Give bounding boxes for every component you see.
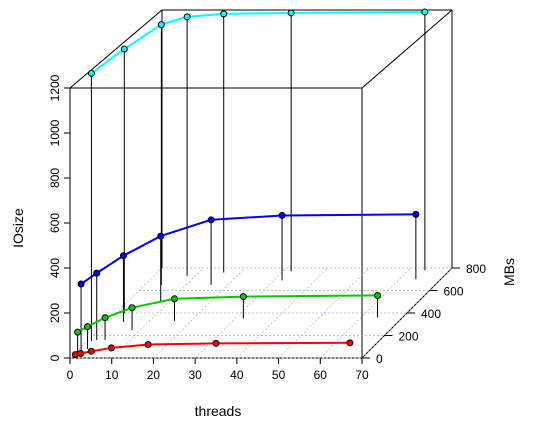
z-tick-label: 1000: [48, 119, 62, 146]
x-tick-label: 20: [147, 368, 161, 382]
y-tick-label: 600: [444, 285, 464, 299]
data-point: [171, 295, 179, 303]
data-point: [374, 291, 382, 299]
y-tick-label: 800: [466, 262, 486, 276]
data-point: [84, 323, 92, 331]
plot-box: [69, 9, 453, 359]
x-tick-label: 40: [230, 368, 244, 382]
data-point: [128, 304, 136, 312]
z-tick-label: 200: [48, 303, 62, 323]
data-point: [77, 350, 85, 358]
data-point: [144, 341, 152, 349]
y-tick-label: 400: [421, 307, 441, 321]
data-point: [157, 232, 165, 240]
data-point: [87, 347, 95, 355]
data-point: [278, 211, 286, 219]
x-tick-label: 70: [355, 368, 369, 382]
data-point: [421, 8, 429, 16]
data-point: [212, 339, 220, 347]
series-line: [75, 341, 350, 356]
x-tick-label: 50: [272, 368, 286, 382]
x-axis-title: threads: [195, 403, 242, 419]
z-tick-label: 800: [48, 168, 62, 188]
series-line: [80, 213, 416, 285]
series-line: [90, 10, 425, 75]
data-point: [239, 293, 247, 301]
data-point: [183, 13, 191, 21]
grid-line-x: [236, 267, 328, 359]
data-point: [119, 252, 127, 260]
z-axis-title: IOsize: [10, 208, 26, 248]
z-tick-label: 600: [48, 213, 62, 233]
x-tick-label: 0: [67, 368, 74, 382]
x-tick-label: 60: [314, 368, 328, 382]
z-tick-label: 1200: [48, 74, 62, 101]
floor-grid: [69, 267, 453, 359]
data-point: [120, 45, 128, 53]
y-axis-title: MBs: [501, 258, 517, 286]
drop-lines: [74, 11, 426, 357]
series-lines: [75, 10, 425, 356]
y-tick-label: 0: [376, 352, 383, 366]
x-tick-label: 30: [188, 368, 202, 382]
grid-line-x: [153, 267, 246, 359]
x-tick-label: 10: [105, 368, 119, 382]
data-point: [107, 344, 115, 352]
data-point: [157, 21, 165, 29]
y-tick-label: 200: [399, 330, 419, 344]
series-line: [77, 294, 378, 334]
data-point: [346, 339, 354, 347]
data-point: [287, 9, 295, 17]
data-point: [101, 314, 109, 322]
box-edge: [69, 9, 163, 89]
data-point: [207, 216, 215, 224]
series-points: [71, 8, 429, 359]
axis-ticks: 0 10 20 30 40 50 60 700200400600800020040060080…: [48, 74, 486, 382]
data-point: [412, 210, 420, 218]
z-tick-label: 0: [48, 354, 62, 361]
data-point: [93, 269, 101, 277]
data-point: [74, 328, 82, 336]
box-edge: [361, 9, 453, 89]
data-point: [220, 10, 228, 18]
data-point: [77, 280, 85, 288]
z-tick-label: 400: [48, 258, 62, 278]
data-point: [87, 69, 95, 77]
grid-line-x: [361, 267, 453, 359]
